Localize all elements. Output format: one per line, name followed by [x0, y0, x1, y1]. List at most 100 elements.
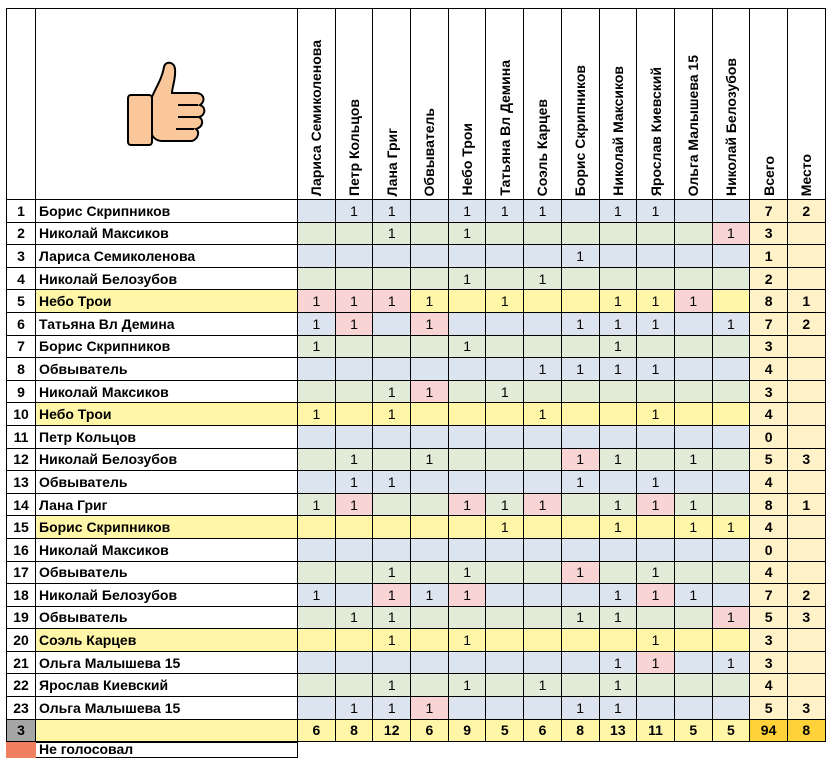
summary-blank: [35, 718, 298, 742]
vote-cell: [560, 289, 600, 313]
row-total: 4: [749, 673, 788, 698]
vote-cell: 1: [636, 289, 675, 313]
table-row: 20 Соэль Карцев 1 1 1 3: [6, 628, 826, 652]
vote-cell: 1: [673, 515, 713, 539]
vote-cell: [485, 311, 525, 336]
vote-cell: [560, 492, 600, 517]
vote-cell: [334, 560, 374, 585]
row-name: Татьяна Вл Демина: [35, 311, 298, 336]
vote-cell: 1: [636, 560, 675, 585]
column-header-label: Ярослав Киевский: [647, 66, 664, 196]
vote-cell: [711, 560, 751, 585]
vote-cell: [447, 696, 487, 720]
row-name: Лана Григ: [35, 492, 298, 517]
vote-cell: [523, 379, 562, 404]
column-header: Татьяна Вл Демина: [485, 8, 525, 200]
vote-cell: [410, 673, 449, 698]
row-number: 5: [6, 289, 36, 313]
summary-cell: 8: [560, 718, 600, 742]
vote-cell: [523, 447, 562, 472]
row-total: 3: [749, 628, 788, 652]
vote-cell: [410, 199, 449, 223]
vote-cell: [711, 492, 751, 517]
place-header-label: Место: [798, 153, 815, 196]
vote-cell: [711, 199, 751, 223]
vote-cell: 1: [334, 605, 374, 630]
vote-cell: 1: [711, 650, 751, 675]
vote-cell: [410, 266, 449, 291]
vote-cell: 1: [523, 199, 562, 223]
vote-cell: [297, 470, 336, 494]
row-number: 1: [6, 199, 36, 223]
summary-cell: 5: [673, 718, 713, 742]
row-place: [786, 537, 826, 562]
vote-cell: [560, 199, 600, 223]
table-row: 17 Обвыватель 1 1 1 1 4: [6, 560, 826, 585]
vote-cell: [636, 424, 675, 449]
vote-cell: [598, 266, 638, 291]
vote-cell: 1: [636, 311, 675, 336]
vote-cell: 1: [598, 357, 638, 381]
vote-cell: [673, 650, 713, 675]
vote-cell: 1: [598, 605, 638, 630]
vote-cell: [410, 515, 449, 539]
vote-cell: [711, 244, 751, 268]
vote-cell: [636, 221, 675, 246]
vote-cell: [372, 311, 412, 336]
row-place: [786, 673, 826, 698]
row-total: 8: [749, 289, 788, 313]
vote-cell: [636, 266, 675, 291]
summary-cell: 11: [636, 718, 675, 742]
table-row: 19 Обвыватель 1 1 1 1 1 5 3: [6, 605, 826, 630]
vote-cell: 1: [297, 583, 336, 607]
vote-cell: 1: [598, 447, 638, 472]
vote-cell: 1: [711, 311, 751, 336]
row-total: 7: [749, 199, 788, 223]
column-header-label: Лариса Семиколенова: [308, 39, 325, 196]
vote-cell: [485, 447, 525, 472]
vote-cell: [560, 334, 600, 359]
vote-cell: [485, 628, 525, 652]
vote-cell: 1: [636, 583, 675, 607]
vote-cell: [636, 334, 675, 359]
corner-cell: [6, 8, 36, 200]
table-row: 18 Николай Белозубов 1 1 1 1 1 1 1 7 2: [6, 583, 826, 607]
vote-cell: [485, 424, 525, 449]
vote-cell: 1: [598, 289, 638, 313]
row-total: 3: [749, 650, 788, 675]
row-name: Николай Максиков: [35, 379, 298, 404]
vote-cell: 1: [297, 334, 336, 359]
vote-cell: 1: [297, 289, 336, 313]
row-name: Небо Трои: [35, 289, 298, 313]
column-header: Ярослав Киевский: [636, 8, 675, 200]
vote-cell: [636, 447, 675, 472]
vote-cell: 1: [297, 311, 336, 336]
table-row: 5 Небо Трои 1 1 1 1 1 1 1 1 8 1: [6, 289, 826, 313]
vote-cell: [334, 244, 374, 268]
legend: Не голосовал: [6, 741, 298, 758]
row-total: 7: [749, 583, 788, 607]
vote-cell: [523, 221, 562, 246]
vote-cell: [673, 357, 713, 381]
row-total: 3: [749, 379, 788, 404]
vote-cell: [523, 605, 562, 630]
column-header: Николай Максиков: [598, 8, 638, 200]
total-header-label: Всего: [760, 156, 777, 196]
column-header-label: Небо Трои: [459, 123, 476, 196]
vote-cell: 1: [447, 673, 487, 698]
vote-cell: [711, 537, 751, 562]
vote-cell: 1: [673, 447, 713, 472]
row-total: 2: [749, 266, 788, 291]
vote-cell: [297, 673, 336, 698]
vote-cell: 1: [598, 334, 638, 359]
vote-cell: [334, 583, 374, 607]
summary-cell: 6: [410, 718, 449, 742]
vote-cell: [297, 650, 336, 675]
vote-cell: 1: [447, 199, 487, 223]
vote-cell: [447, 537, 487, 562]
vote-cell: 1: [598, 311, 638, 336]
vote-cell: [673, 605, 713, 630]
vote-cell: [560, 673, 600, 698]
row-number: 23: [6, 696, 36, 720]
vote-cell: [523, 334, 562, 359]
